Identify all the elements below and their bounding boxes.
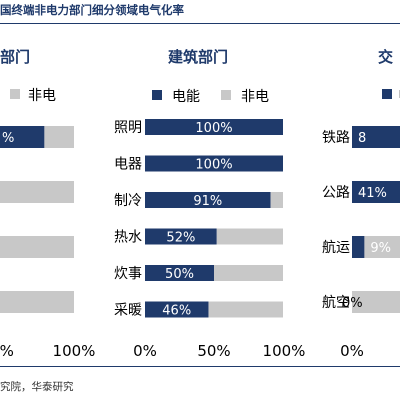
bar-electric-2-0 [352,126,400,148]
category-label-1-4: 炊事 [114,266,142,282]
x-tick-1-2: 100% [263,342,306,360]
bar-non-electric-1-2 [270,192,283,208]
bar-electric-1-1 [145,155,283,172]
bar-non-electric-0-3 [0,291,74,313]
data-label-1-4: 50% [165,267,194,282]
bar-electric-2-1 [352,181,400,203]
legend-label-1-0: 电能 [172,89,200,105]
legend-swatch-0-0 [10,89,20,99]
data-label-2-1: 41% [358,186,387,201]
x-tick-0-0: 0% [0,342,14,360]
x-tick-1-0: 0% [133,342,157,360]
bar-electric-1-2 [145,192,271,208]
category-label-2-2: 航运 [322,240,350,256]
bar-electric-1-3 [145,228,217,245]
bar-electric-2-2 [352,236,365,258]
source-note: 究院，华泰研究 [0,381,74,393]
category-label-2-1: 公路 [322,185,350,201]
legend-label-2-0: 电 [398,88,400,104]
data-label-1-0: 100% [195,121,232,136]
panel-title-1: 建筑部门 [168,48,228,66]
data-label-1-1: 100% [195,158,232,173]
panel-title-2: 交 [378,48,393,66]
title-divider [0,23,400,24]
data-label-2-0: 8 [358,131,366,146]
category-label-1-2: 制冷 [114,193,142,209]
category-label-2-3: 航空 [322,295,350,311]
bar-electric-1-0 [145,119,283,135]
bar-non-electric-0-0 [44,126,74,148]
panel-title-0: 部门 [0,48,30,66]
data-label-2-3: 0% [342,296,363,311]
bar-electric-1-5 [145,301,209,318]
legend-label-0-0: 非电 [28,88,56,104]
legend-label-1-1: 非电 [241,89,269,105]
data-label-1-2: 91% [193,194,222,209]
legend-swatch-1-0 [152,90,162,100]
data-label-1-5: 46% [162,304,191,319]
data-label-1-3: 52% [166,231,195,246]
x-tick-1-1: 50% [197,342,230,360]
legend-swatch-2-0 [382,89,392,99]
footer-divider [0,366,400,367]
bar-non-electric-1-3 [216,228,283,245]
category-label-2-0: 铁路 [322,130,350,146]
bar-non-electric-0-2 [0,236,74,258]
data-label-2-2: 9% [370,241,391,256]
bar-electric-1-4 [145,265,214,281]
bar-non-electric-2-3 [352,291,400,313]
data-label-0-0: % [2,131,14,146]
bar-non-electric-0-1 [0,181,74,203]
bar-electric-0-0 [0,126,45,148]
category-label-1-3: 热水 [114,230,142,246]
category-label-1-5: 采暖 [114,303,142,319]
category-label-1-1: 电器 [114,157,142,173]
legend-swatch-1-1 [221,90,231,100]
bar-non-electric-2-2 [364,236,400,258]
x-tick-0-1: 100% [53,342,96,360]
category-label-1-0: 照明 [114,120,142,136]
bar-non-electric-1-4 [214,265,283,281]
bar-non-electric-1-5 [208,301,283,318]
page-title: 国终端非电力部门细分领域电气化率 [0,3,184,17]
x-tick-2-0: 0% [340,342,364,360]
